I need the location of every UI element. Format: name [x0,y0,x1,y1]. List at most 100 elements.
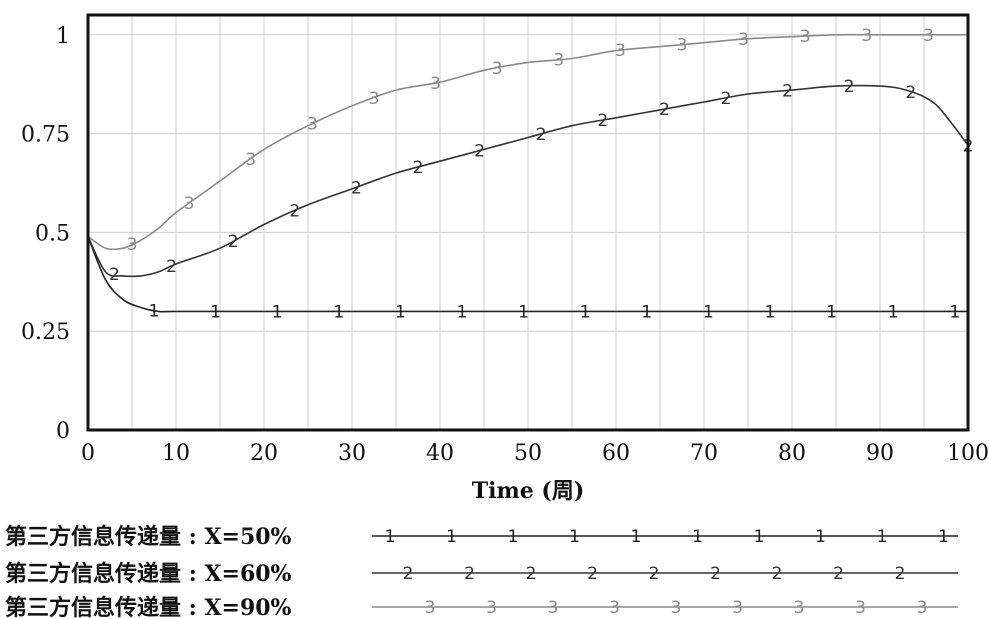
series-marker-3: 3 [184,194,195,214]
series-marker-1: 1 [149,301,160,321]
series-line-2 [87,84,969,278]
series-marker-2: 2 [413,158,424,178]
x-axis-ticks: 0 10 20 30 40 50 60 70 80 90 100 [81,441,989,466]
legend-marker: 1 [815,527,826,547]
series-1: 1 1 1 1 1 1 1 1 1 1 1 1 1 1 [87,236,968,322]
legend-marker: 2 [649,564,660,584]
series-marker-3: 3 [615,41,626,61]
y-tick-label: 0.75 [21,123,70,148]
legend-marker: 1 [938,527,949,547]
series-marker-3: 3 [369,89,380,109]
series-marker-3: 3 [738,30,749,50]
series-marker-2: 2 [166,257,177,277]
legend-label: 第三方信息传递量 : X=90% [5,595,292,619]
series-marker-3: 3 [923,26,934,46]
legend-marker: 1 [692,527,703,547]
legend-item: 第三方信息传递量 : X=50% 1 1 1 1 1 1 1 1 1 1 [5,524,958,550]
series-line-1 [87,236,968,313]
legend-marker: 2 [772,564,783,584]
legend-marker: 1 [569,527,580,547]
series-marker-1: 1 [888,302,899,322]
series-marker-1: 1 [210,302,221,322]
x-tick-label: 70 [690,441,718,466]
legend-marker: 3 [917,598,928,618]
x-tick-label: 40 [426,441,454,466]
legend-item: 第三方信息传递量 : X=90% 3 3 3 3 3 3 3 3 3 [5,595,958,619]
legend-marker: 2 [833,564,844,584]
series-marker-1: 1 [395,302,406,322]
legend-marker: 3 [609,598,620,618]
x-tick-label: 10 [162,441,190,466]
legend-marker: 3 [855,598,866,618]
series-3: 3 3 3 3 3 3 3 3 3 3 3 3 3 3 [87,26,968,255]
y-tick-label: 0.25 [21,320,70,345]
plot-frame [86,13,970,432]
series-marker-1: 1 [703,302,714,322]
series-marker-2: 2 [844,77,855,97]
series-marker-3: 3 [307,115,318,135]
legend-marker: 1 [754,527,765,547]
series-marker-1: 1 [333,302,344,322]
legend-marker: 3 [671,598,682,618]
series-marker-1: 1 [272,302,283,322]
series-marker-2: 2 [289,202,300,222]
legend-marker: 2 [464,564,475,584]
series-marker-3: 3 [245,150,256,170]
series-marker-1: 1 [641,302,652,322]
x-tick-label: 0 [81,441,95,466]
legend-label: 第三方信息传递量 : X=50% [5,524,292,550]
x-tick-label: 30 [338,441,366,466]
x-tick-label: 50 [514,441,542,466]
series-marker-1: 1 [518,302,529,322]
series-marker-1: 1 [765,302,776,322]
series-marker-2: 2 [474,142,485,162]
legend-marker: 2 [403,564,414,584]
legend-marker: 3 [425,598,436,618]
legend-marker: 3 [794,598,805,618]
legend-marker: 2 [895,564,906,584]
legend-marker: 3 [486,598,497,618]
legend-marker: 1 [385,527,396,547]
y-tick-label: 0 [56,419,70,444]
legend-label: 第三方信息传递量 : X=60% [5,561,292,587]
legend-marker: 3 [548,598,559,618]
series-marker-3: 3 [492,59,503,79]
series-marker-2: 2 [597,111,608,131]
series-marker-2: 2 [109,265,120,285]
y-tick-label: 1 [56,24,70,49]
legend-marker: 1 [508,527,519,547]
series-line-3 [87,33,968,251]
series-marker-1: 1 [826,302,837,322]
series-marker-3: 3 [677,36,688,56]
y-tick-label: 0.5 [35,221,70,246]
legend-marker: 1 [446,527,457,547]
series-marker-3: 3 [127,235,138,255]
x-tick-label: 100 [947,441,989,466]
series-marker-1: 1 [457,302,468,322]
legend-marker: 2 [587,564,598,584]
x-tick-label: 90 [866,441,894,466]
series-marker-2: 2 [351,178,362,198]
legend-marker: 1 [631,527,642,547]
series-marker-2: 2 [905,83,916,103]
series-marker-1: 1 [949,302,960,322]
series-marker-3: 3 [800,27,811,47]
y-axis-ticks: 0 0.25 0.5 0.75 1 [21,24,70,444]
legend-marker: 2 [710,564,721,584]
legend-marker: 2 [526,564,537,584]
series-marker-2: 2 [782,81,793,101]
legend-item: 第三方信息传递量 : X=60% 2 2 2 2 2 2 2 2 2 [5,561,958,587]
series-marker-2: 2 [659,100,670,120]
series-marker-1: 1 [580,302,591,322]
grid [88,15,968,430]
series-marker-2: 2 [721,89,732,109]
legend-marker: 1 [877,527,888,547]
series-marker-2: 2 [536,125,547,145]
x-tick-label: 80 [778,441,806,466]
series-marker-3: 3 [553,51,564,71]
legend-marker: 3 [732,598,743,618]
x-tick-label: 20 [250,441,278,466]
series-marker-3: 3 [861,26,872,46]
